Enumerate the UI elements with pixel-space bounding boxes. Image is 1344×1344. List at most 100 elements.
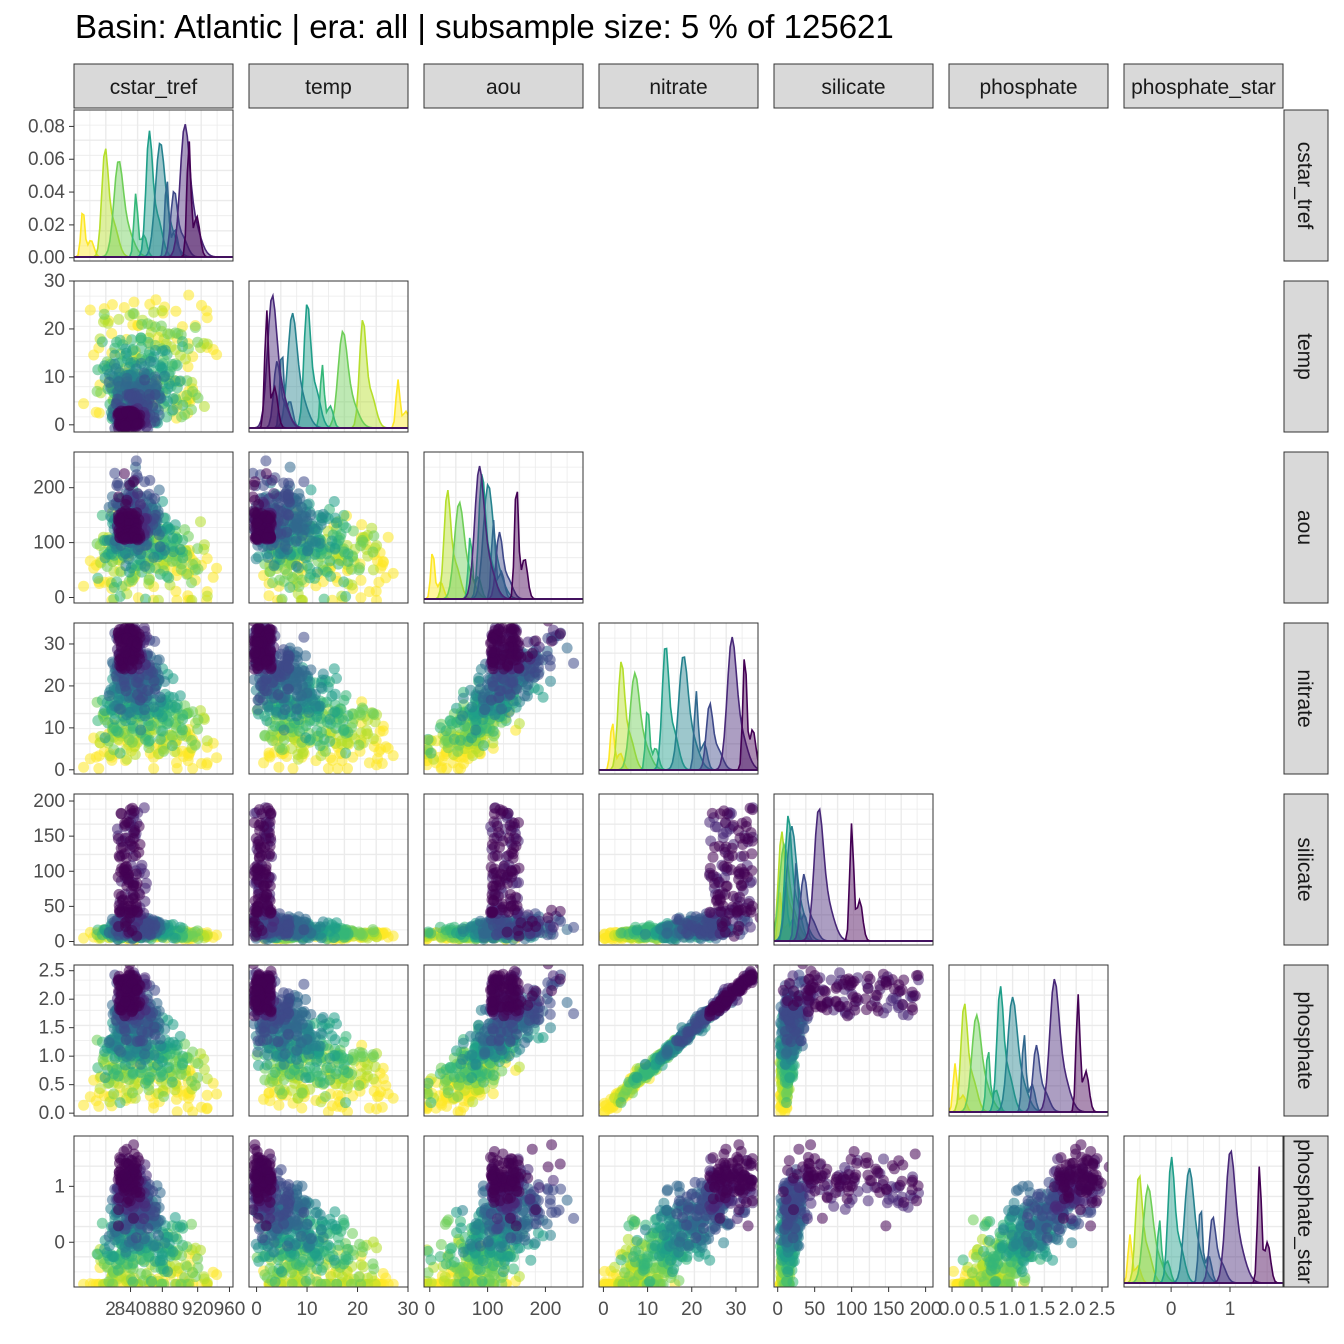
scatter-point [260, 468, 272, 480]
scatter-point [262, 551, 274, 563]
scatter-point [167, 404, 179, 416]
scatter-point [261, 655, 273, 667]
scatter-point [119, 533, 131, 545]
scatter-panel-silicate-vs-temp [249, 802, 399, 945]
scatter-point [192, 723, 204, 735]
scatter-point [114, 624, 125, 635]
scatter-point [149, 344, 161, 356]
scatter-point [182, 755, 194, 767]
scatter-point [273, 761, 285, 773]
scatter-point [159, 370, 171, 382]
scatter-point [554, 628, 566, 640]
scatter-point [377, 725, 389, 737]
scatter-point [98, 308, 110, 320]
scatter-point [280, 508, 292, 520]
scatter-point [448, 733, 460, 745]
scatter-point [142, 685, 154, 696]
scatter-point [128, 296, 140, 308]
scatter-point [109, 467, 121, 479]
scatter-point [125, 808, 137, 820]
scatter-point [372, 753, 383, 765]
scatter-point [177, 399, 189, 411]
scatter-point [139, 593, 151, 603]
scatter-point [337, 715, 349, 727]
scatter-point [148, 551, 160, 563]
scatter-point [291, 515, 303, 527]
scatter-point [291, 679, 303, 691]
scatter-point [520, 681, 532, 692]
scatter-point [167, 546, 179, 558]
scatter-point [317, 508, 329, 520]
scatter-point [118, 302, 130, 313]
scatter-point [99, 705, 111, 716]
scatter-point [301, 545, 313, 557]
scatter-point [353, 739, 365, 751]
scatter-point [113, 703, 125, 715]
scatter-point [268, 488, 280, 499]
scatter-point [326, 754, 338, 766]
scatter-point [119, 680, 131, 692]
density-panel-nitrate [599, 636, 758, 771]
scatter-point [130, 455, 142, 467]
scatter-point [198, 401, 210, 412]
scatter-point [192, 543, 204, 555]
scatter-point [342, 548, 354, 560]
scatter-point [150, 294, 162, 306]
scatter-point [545, 675, 556, 687]
scatter-point [561, 642, 573, 654]
scatter-point [166, 740, 178, 752]
scatter-point [268, 560, 280, 572]
scatter-point [146, 720, 157, 732]
scatter-point [259, 685, 271, 696]
scatter-point [135, 724, 147, 736]
scatter-point [496, 703, 507, 715]
scatter-point [342, 555, 354, 567]
scatter-point [298, 631, 310, 643]
scatter-point [451, 702, 462, 714]
scatter-point [158, 745, 170, 757]
scatter-point [143, 488, 155, 500]
scatter-point [568, 657, 580, 669]
scatter-point [123, 817, 135, 829]
scatter-point [140, 877, 152, 889]
scatter-point [300, 732, 312, 744]
scatter-point [283, 488, 294, 500]
scatter-point [78, 398, 90, 410]
scatter-point [249, 533, 261, 545]
scatter-point [513, 662, 525, 674]
scatter-point [113, 313, 125, 325]
scatter-point [171, 360, 183, 371]
scatter-point [278, 734, 290, 746]
scatter-point [367, 564, 379, 576]
scatter-point [251, 517, 263, 529]
scatter-point [189, 739, 201, 751]
scatter-point [151, 380, 163, 392]
scatter-point [132, 543, 144, 555]
scatter-point [513, 648, 524, 660]
scatter-point [338, 929, 350, 941]
scatter-point [155, 320, 167, 332]
scatter-point [305, 484, 317, 496]
scatter-point [357, 536, 369, 548]
scatter-point [363, 757, 375, 769]
density-panel-cstar_tref [74, 123, 233, 258]
scatter-point [457, 692, 469, 704]
scatter-point [113, 512, 125, 524]
scatter-point [544, 660, 556, 672]
scatter-point [356, 519, 368, 531]
scatter-point [142, 918, 154, 929]
scatter-point [88, 349, 100, 361]
scatter-point [131, 507, 143, 519]
scatter-point [132, 418, 144, 430]
scatter-point [167, 532, 179, 544]
scatter-point [84, 304, 96, 316]
scatter-point [138, 802, 150, 814]
scatter-point [162, 383, 174, 395]
panel-border [248, 280, 409, 433]
scatter-point [291, 560, 302, 572]
scatter-point [258, 480, 269, 491]
scatter-point [114, 591, 126, 602]
scatter-point [292, 646, 304, 658]
scatter-point [128, 624, 140, 636]
scatter-point [436, 761, 448, 773]
